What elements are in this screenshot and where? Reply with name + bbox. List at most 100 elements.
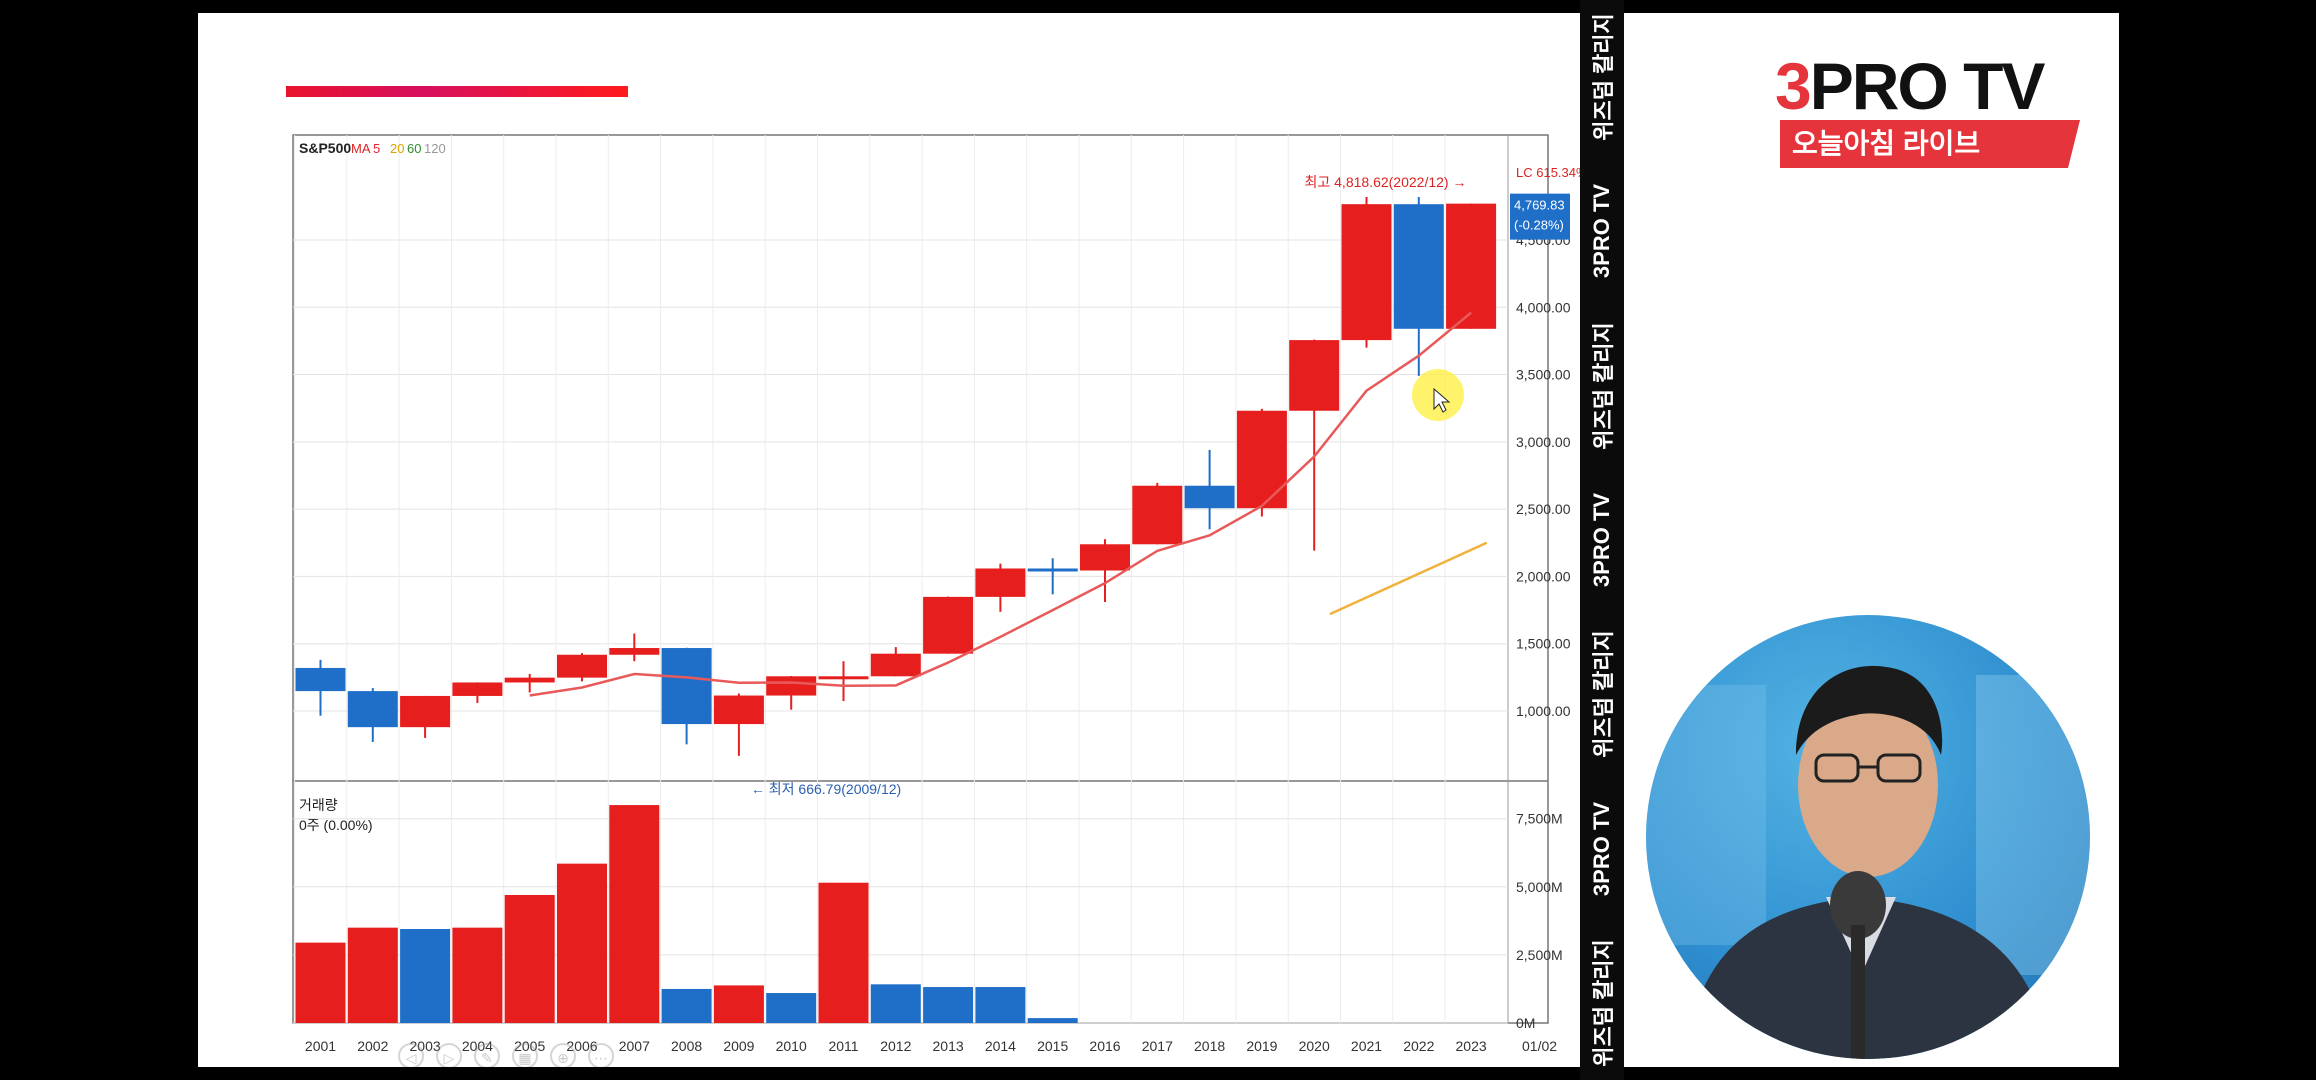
candle-body [661, 648, 712, 725]
x-tick-label: 01/02 [1522, 1038, 1557, 1054]
x-tick-label: 2012 [880, 1038, 911, 1054]
volume-bar [504, 894, 555, 1023]
price-tick-label: 4,000.00 [1516, 299, 1571, 315]
volume-tick-label: 5,000M [1516, 879, 1563, 895]
low-annotation: ← 최저 666.79(2009/12) [751, 781, 901, 797]
price-tick-label: 3,000.00 [1516, 434, 1571, 450]
volume-bar [347, 927, 398, 1023]
x-tick-label: 2017 [1142, 1038, 1173, 1054]
volume-bar [1027, 1018, 1078, 1023]
banner-item: 3PRO TV [1589, 492, 1614, 588]
candle-body [347, 691, 398, 728]
price-tick-label: 1,500.00 [1516, 636, 1571, 652]
last-price-top: LC 615.34% [1516, 165, 1580, 180]
price-tick-label: 2,000.00 [1516, 568, 1571, 584]
last-price-value: 4,769.83 [1514, 198, 1565, 213]
legend-ma-period: 120 [424, 141, 446, 156]
volume-tick-label: 0M [1516, 1015, 1535, 1031]
volume-bar [557, 863, 607, 1023]
volume-bar [713, 985, 764, 1023]
volume-title: 거래량 [299, 797, 338, 813]
volume-tick-label: 2,500M [1516, 947, 1563, 963]
player-controls: ◁ ▷ ✎ ▦ ⊕ ⋯ [398, 1043, 614, 1067]
volume-subtitle: 0주 (0.00%) [299, 817, 373, 833]
last-price-change: (-0.28%) [1514, 218, 1564, 233]
legend-symbol: S&P500 [299, 140, 351, 156]
x-tick-label: 2016 [1089, 1038, 1120, 1054]
price-tick-label: 3,500.00 [1516, 367, 1571, 383]
volume-bar [923, 987, 974, 1023]
legend-ma-period: 20 [390, 141, 404, 156]
zoom-icon[interactable]: ⊕ [550, 1043, 576, 1067]
candle-body [1184, 485, 1235, 509]
more-icon[interactable]: ⋯ [588, 1043, 614, 1067]
banner-item: 위즈덤 칼리지 [1591, 630, 1616, 759]
candle-body [1132, 485, 1183, 545]
x-tick-label: 2014 [985, 1038, 1016, 1054]
legend-ma-label: MA [351, 141, 371, 156]
candle-body [609, 648, 660, 655]
high-annotation: 최고 4,818.62(2022/12) → [1305, 174, 1467, 190]
price-panel: 1,000.00 1,500.00 2,000.00 2,500.00 3,000.00… [292, 134, 1580, 1024]
x-tick-label: 2021 [1351, 1038, 1382, 1054]
grid-icon[interactable]: ▦ [512, 1043, 538, 1067]
pen-icon[interactable]: ✎ [474, 1043, 500, 1067]
candle-body [504, 677, 555, 683]
x-tick-label: 2002 [357, 1038, 388, 1054]
legend-ma-period: 5 [373, 141, 380, 156]
candle-body [713, 695, 764, 725]
play-icon[interactable]: ▷ [436, 1043, 462, 1067]
banner-item: 3PRO TV [1589, 801, 1614, 896]
candle-body [1027, 568, 1078, 572]
banner-item: 위즈덤 칼리지 [1591, 321, 1616, 450]
x-tick-label: 2008 [671, 1038, 702, 1054]
volume-bar [609, 805, 660, 1023]
candle-body [975, 568, 1026, 597]
volume-bar [870, 984, 921, 1023]
slide-accent-bar [286, 86, 628, 97]
presentation-slide: 1,000.00 1,500.00 2,000.00 2,500.00 3,000.00… [198, 13, 1580, 1067]
mouse-cursor-highlight [1412, 369, 1464, 421]
candle-body [923, 596, 974, 654]
banner-item: 위즈덤 칼리지 [1591, 939, 1616, 1067]
candle-body [870, 653, 921, 677]
right-letterbox [2119, 0, 2316, 1080]
logo-subtitle: 오늘아침 라이브 [1780, 120, 2080, 168]
candle-body [1236, 410, 1287, 509]
candle-body [1289, 340, 1340, 411]
x-tick-label: 2022 [1403, 1038, 1434, 1054]
x-tick-label: 2009 [723, 1038, 754, 1054]
x-tick-label: 2010 [776, 1038, 807, 1054]
host-silhouette-icon [1646, 665, 2090, 1059]
candle-body [557, 654, 607, 678]
x-tick-label: 2015 [1037, 1038, 1068, 1054]
last-price-box [1510, 193, 1570, 240]
x-tick-label: 2018 [1194, 1038, 1225, 1054]
cursor-arrow-icon [1433, 387, 1451, 413]
x-tick-label: 2001 [305, 1038, 336, 1054]
candle-body [452, 682, 503, 696]
stock-chart: 1,000.00 1,500.00 2,000.00 2,500.00 3,000.00… [292, 134, 1580, 1054]
volume-bar [975, 987, 1026, 1023]
ma-long-line [1329, 541, 1488, 616]
ma5-line [529, 311, 1472, 697]
legend-ma-period: 60 [407, 141, 421, 156]
vertical-banner: 위즈덤 칼리지 3PRO TV 위즈덤 칼리지 3PRO TV 위즈덤 칼리지 3PRO … [1580, 0, 1624, 1080]
candle-body [1341, 204, 1392, 341]
banner-item: 위즈덤 칼리지 [1591, 13, 1616, 141]
broadcast-panel: 3PRO TV 오늘아침 라이브 [1624, 13, 2119, 1067]
prev-icon[interactable]: ◁ [398, 1043, 424, 1067]
candle-body [818, 676, 869, 680]
x-tick-label: 2019 [1246, 1038, 1277, 1054]
candle-body [766, 676, 817, 696]
host-video [1646, 615, 2090, 1059]
x-tick-label: 2023 [1456, 1038, 1487, 1054]
price-tick-label: 1,000.00 [1516, 703, 1571, 719]
x-tick-label: 2011 [828, 1038, 858, 1054]
x-tick-label: 2007 [619, 1038, 650, 1054]
volume-bar [818, 882, 869, 1023]
volume-bar [400, 929, 451, 1023]
banner-item: 3PRO TV [1589, 184, 1614, 279]
volume-bar [766, 993, 817, 1023]
candle-body [295, 667, 346, 692]
